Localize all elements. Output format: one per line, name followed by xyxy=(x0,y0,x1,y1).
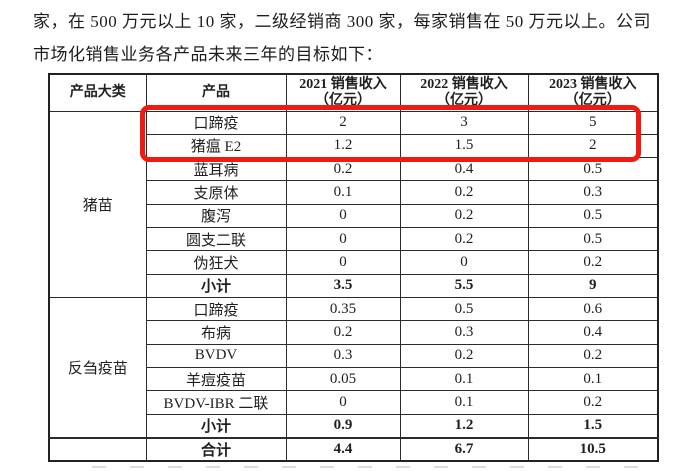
value-cell: 0.1 xyxy=(399,367,529,392)
value-cell: 0 xyxy=(285,227,401,252)
header-2021-unit: （亿元） xyxy=(315,92,371,108)
value-cell: 5 xyxy=(527,110,659,135)
value-cell: 4.4 xyxy=(285,436,401,462)
table-row: 伪狂犬 0 0 0.2 xyxy=(49,250,659,275)
value-cell: 1.2 xyxy=(285,133,401,159)
value-cell: 0.3 xyxy=(527,180,659,205)
table-row: 反刍疫苗 口蹄疫 0.35 0.5 0.6 xyxy=(48,297,659,439)
value-cell: 9 xyxy=(527,273,659,299)
product-cell: BVDV-IBR 二联 xyxy=(145,390,287,415)
header-2021-revenue: 2021 销售收入 （亿元） xyxy=(285,73,401,112)
product-cell: 支原体 xyxy=(145,180,287,205)
product-cell: 口蹄疫 xyxy=(145,110,287,135)
value-cell: 0 xyxy=(285,390,401,415)
value-cell: 0.3 xyxy=(285,343,401,369)
product-cell: 圆支二联 xyxy=(145,227,287,252)
table-row: BVDV 0.3 0.2 0.2 xyxy=(49,343,659,369)
product-cell: BVDV xyxy=(145,343,287,369)
category-cell: 反刍疫苗 xyxy=(48,297,147,439)
value-cell: 0.2 xyxy=(527,390,659,415)
value-cell: 1.2 xyxy=(399,413,529,439)
product-cell: 伪狂犬 xyxy=(145,250,287,275)
header-product: 产品 xyxy=(145,73,287,112)
product-cell: 蓝耳病 xyxy=(145,157,287,182)
value-cell: 1.5 xyxy=(527,413,659,439)
product-cell: 羊痘疫苗 xyxy=(145,367,287,392)
table-row: 猪苗 口蹄疫 2 3 5 xyxy=(48,110,659,299)
header-2022-unit: （亿元） xyxy=(436,92,492,108)
value-cell: 0.2 xyxy=(399,227,529,252)
intro-paragraph-line2: 市场化销售业务各产品未来三年的目标如下： xyxy=(33,45,383,64)
table-row: 布病 0.2 0.3 0.4 xyxy=(49,320,659,345)
table-header-row: 产品大类 产品 2021 销售收入 （亿元） 2022 销售收入 （亿元） 20… xyxy=(48,73,659,112)
value-cell: 0.2 xyxy=(285,320,401,345)
value-cell: 0.35 xyxy=(285,297,401,322)
table-row: 圆支二联 0 0.2 0.5 xyxy=(49,227,659,252)
product-cell: 合计 xyxy=(145,436,287,462)
header-2023-unit: （亿元） xyxy=(564,92,621,108)
value-cell: 0.2 xyxy=(527,343,659,369)
value-cell: 0.6 xyxy=(527,297,659,322)
value-cell: 0.2 xyxy=(399,343,529,369)
value-cell: 0.5 xyxy=(527,227,659,252)
value-cell: 3.5 xyxy=(285,273,401,299)
product-cell: 小计 xyxy=(145,413,287,439)
value-cell: 0.1 xyxy=(527,367,659,392)
value-cell: 0.1 xyxy=(399,390,529,415)
table-row: 支原体 0.1 0.2 0.3 xyxy=(49,180,659,205)
table-row: BVDV-IBR 二联 0 0.1 0.2 xyxy=(49,390,659,415)
header-2023-title: 2023 销售收入 xyxy=(549,76,637,92)
product-cell: 布病 xyxy=(145,320,287,345)
value-cell: 0 xyxy=(285,203,401,229)
value-cell: 0 xyxy=(399,250,529,275)
table-row: 合计 4.4 6.7 10.5 xyxy=(48,436,659,462)
value-cell: 0.05 xyxy=(285,367,401,392)
value-cell: 0.4 xyxy=(399,157,529,182)
sales-target-table: 产品大类 产品 2021 销售收入 （亿元） 2022 销售收入 （亿元） 20… xyxy=(48,73,659,462)
value-cell: 0.5 xyxy=(527,157,659,182)
value-cell: 0.2 xyxy=(399,203,529,229)
value-cell: 0.5 xyxy=(527,203,659,229)
intro-paragraph-line1: 家，在 500 万元以上 10 家，二级经销商 300 家，每家销售在 50 万… xyxy=(33,12,651,31)
header-2021-title: 2021 销售收入 xyxy=(299,76,387,92)
value-cell: 0.2 xyxy=(399,180,529,205)
value-cell: 0.2 xyxy=(527,250,659,275)
value-cell: 3 xyxy=(399,110,529,135)
header-2023-revenue: 2023 销售收入 （亿元） xyxy=(527,73,659,112)
value-cell: 0.9 xyxy=(285,413,401,439)
value-cell: 5.5 xyxy=(399,273,529,299)
category-cell xyxy=(48,436,147,462)
value-cell: 2 xyxy=(285,110,401,135)
value-cell: 1.5 xyxy=(399,133,529,159)
table-row: 腹泻 0 0.2 0.5 xyxy=(49,203,659,229)
value-cell: 0 xyxy=(285,250,401,275)
table-row: 小计 3.5 5.5 9 xyxy=(49,273,659,299)
header-2022-revenue: 2022 销售收入 （亿元） xyxy=(399,73,529,112)
header-category: 产品大类 xyxy=(48,73,147,112)
cutoff-text-remnant xyxy=(92,466,652,468)
value-cell: 6.7 xyxy=(399,436,529,462)
product-cell: 小计 xyxy=(145,273,287,299)
category-cell: 猪苗 xyxy=(48,110,147,299)
value-cell: 0.1 xyxy=(285,180,401,205)
product-cell: 口蹄疫 xyxy=(145,297,287,322)
value-cell: 10.5 xyxy=(527,436,659,462)
value-cell: 0.5 xyxy=(399,297,529,322)
value-cell: 2 xyxy=(527,133,659,159)
product-cell: 腹泻 xyxy=(145,203,287,229)
value-cell: 0.2 xyxy=(285,157,401,182)
value-cell: 0.3 xyxy=(399,320,529,345)
value-cell: 0.4 xyxy=(527,320,659,345)
product-cell: 猪瘟 E2 xyxy=(145,133,287,159)
header-2022-title: 2022 销售收入 xyxy=(420,76,508,92)
